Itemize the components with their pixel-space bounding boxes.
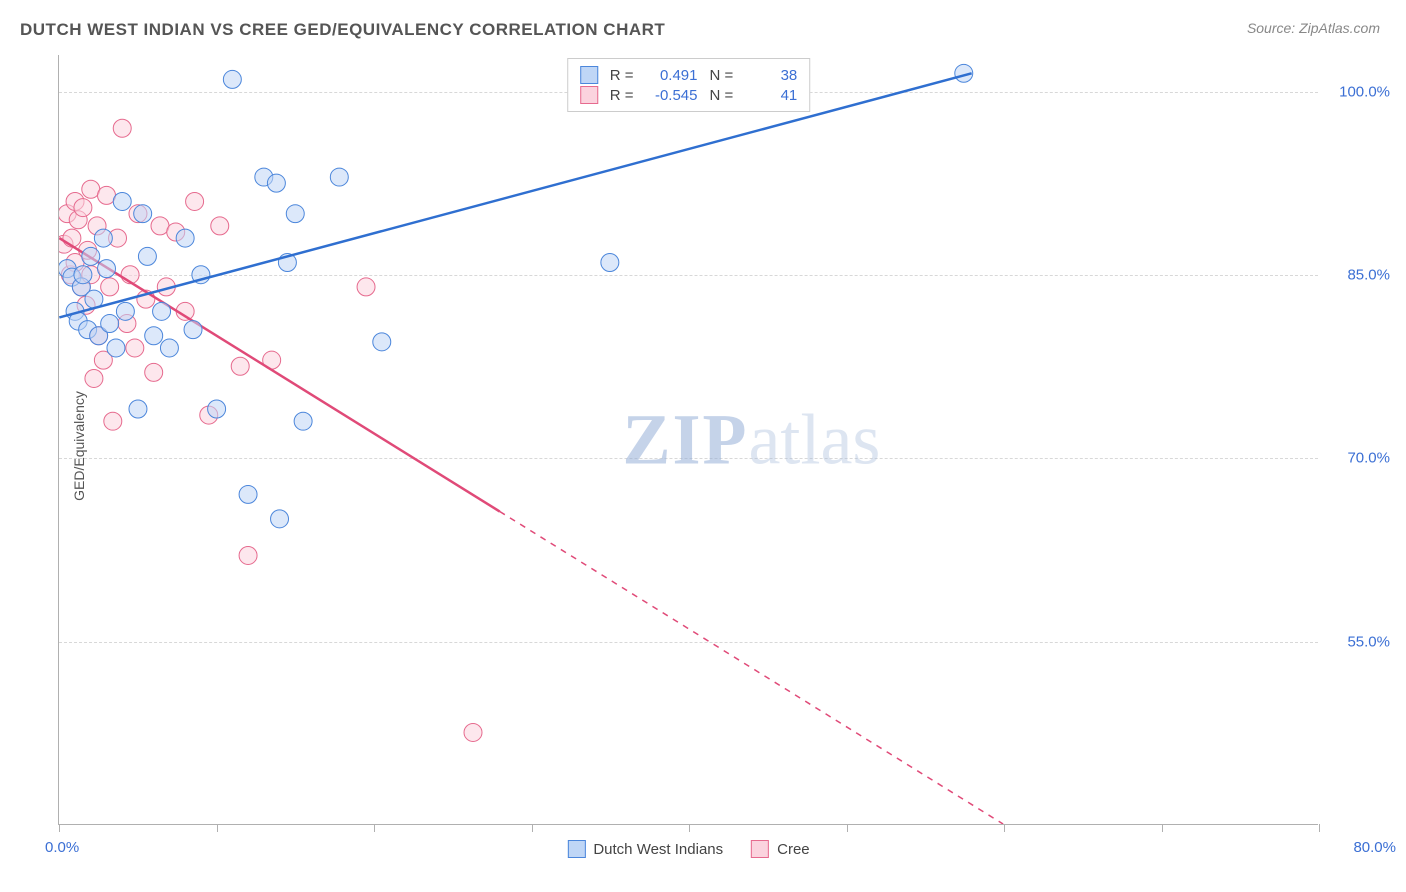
x-tick bbox=[59, 824, 60, 832]
trend-line-solid bbox=[59, 238, 499, 511]
data-point bbox=[223, 70, 241, 88]
r-value-0: 0.491 bbox=[642, 67, 698, 84]
plot-area: ZIPatlas 55.0%70.0%85.0%100.0% 0.0% 80.0… bbox=[58, 55, 1318, 825]
data-point bbox=[129, 400, 147, 418]
x-axis-min-label: 0.0% bbox=[45, 839, 79, 856]
legend-label-1: Cree bbox=[777, 841, 810, 858]
chart-container: DUTCH WEST INDIAN VS CREE GED/EQUIVALENC… bbox=[0, 0, 1406, 892]
data-point bbox=[286, 205, 304, 223]
data-point bbox=[239, 546, 257, 564]
data-point bbox=[113, 192, 131, 210]
r-value-1: -0.545 bbox=[642, 87, 698, 104]
n-label-0: N = bbox=[710, 67, 734, 84]
legend-swatch-1 bbox=[751, 840, 769, 858]
data-point bbox=[82, 247, 100, 265]
data-point bbox=[208, 400, 226, 418]
data-point bbox=[231, 357, 249, 375]
y-tick-label: 100.0% bbox=[1339, 83, 1390, 100]
data-point bbox=[271, 510, 289, 528]
x-tick bbox=[1162, 824, 1163, 832]
data-point bbox=[267, 174, 285, 192]
data-point bbox=[464, 723, 482, 741]
data-point bbox=[126, 339, 144, 357]
y-tick-label: 70.0% bbox=[1347, 450, 1390, 467]
data-point bbox=[186, 192, 204, 210]
legend-label-0: Dutch West Indians bbox=[593, 841, 723, 858]
data-point bbox=[601, 254, 619, 272]
data-point bbox=[85, 369, 103, 387]
data-point bbox=[63, 229, 81, 247]
source-attribution: Source: ZipAtlas.com bbox=[1247, 20, 1380, 36]
r-label-1: R = bbox=[610, 87, 634, 104]
data-point bbox=[101, 315, 119, 333]
n-value-0: 38 bbox=[741, 67, 797, 84]
series-0-swatch bbox=[580, 66, 598, 84]
data-point bbox=[94, 229, 112, 247]
legend-item-1: Cree bbox=[751, 840, 810, 858]
x-tick bbox=[217, 824, 218, 832]
y-tick-label: 85.0% bbox=[1347, 267, 1390, 284]
stats-row-1: R = -0.545 N = 41 bbox=[580, 86, 798, 104]
data-point bbox=[107, 339, 125, 357]
stats-row-0: R = 0.491 N = 38 bbox=[580, 66, 798, 84]
data-point bbox=[357, 278, 375, 296]
data-point bbox=[184, 321, 202, 339]
r-label-0: R = bbox=[610, 67, 634, 84]
x-tick bbox=[847, 824, 848, 832]
data-point bbox=[74, 266, 92, 284]
data-point bbox=[145, 327, 163, 345]
x-tick bbox=[1319, 824, 1320, 832]
n-value-1: 41 bbox=[741, 87, 797, 104]
data-point bbox=[116, 302, 134, 320]
data-point bbox=[294, 412, 312, 430]
data-point bbox=[74, 199, 92, 217]
legend-item-0: Dutch West Indians bbox=[567, 840, 723, 858]
data-point bbox=[373, 333, 391, 351]
x-axis-max-label: 80.0% bbox=[1353, 839, 1396, 856]
trend-line-dashed bbox=[500, 512, 1003, 824]
x-tick bbox=[532, 824, 533, 832]
data-point bbox=[160, 339, 178, 357]
data-point bbox=[134, 205, 152, 223]
chart-svg bbox=[59, 55, 1318, 824]
x-tick bbox=[1004, 824, 1005, 832]
y-tick-label: 55.0% bbox=[1347, 633, 1390, 650]
data-point bbox=[211, 217, 229, 235]
data-point bbox=[113, 119, 131, 137]
legend-swatch-0 bbox=[567, 840, 585, 858]
x-tick bbox=[689, 824, 690, 832]
data-point bbox=[138, 247, 156, 265]
data-point bbox=[104, 412, 122, 430]
data-point bbox=[330, 168, 348, 186]
data-point bbox=[101, 278, 119, 296]
x-tick bbox=[374, 824, 375, 832]
data-point bbox=[153, 302, 171, 320]
n-label-1: N = bbox=[710, 87, 734, 104]
series-legend: Dutch West Indians Cree bbox=[567, 840, 809, 858]
stats-legend: R = 0.491 N = 38 R = -0.545 N = 41 bbox=[567, 58, 811, 112]
series-1-swatch bbox=[580, 86, 598, 104]
data-point bbox=[98, 260, 116, 278]
data-point bbox=[145, 363, 163, 381]
data-point bbox=[239, 485, 257, 503]
chart-title: DUTCH WEST INDIAN VS CREE GED/EQUIVALENC… bbox=[20, 20, 665, 40]
data-point bbox=[176, 229, 194, 247]
